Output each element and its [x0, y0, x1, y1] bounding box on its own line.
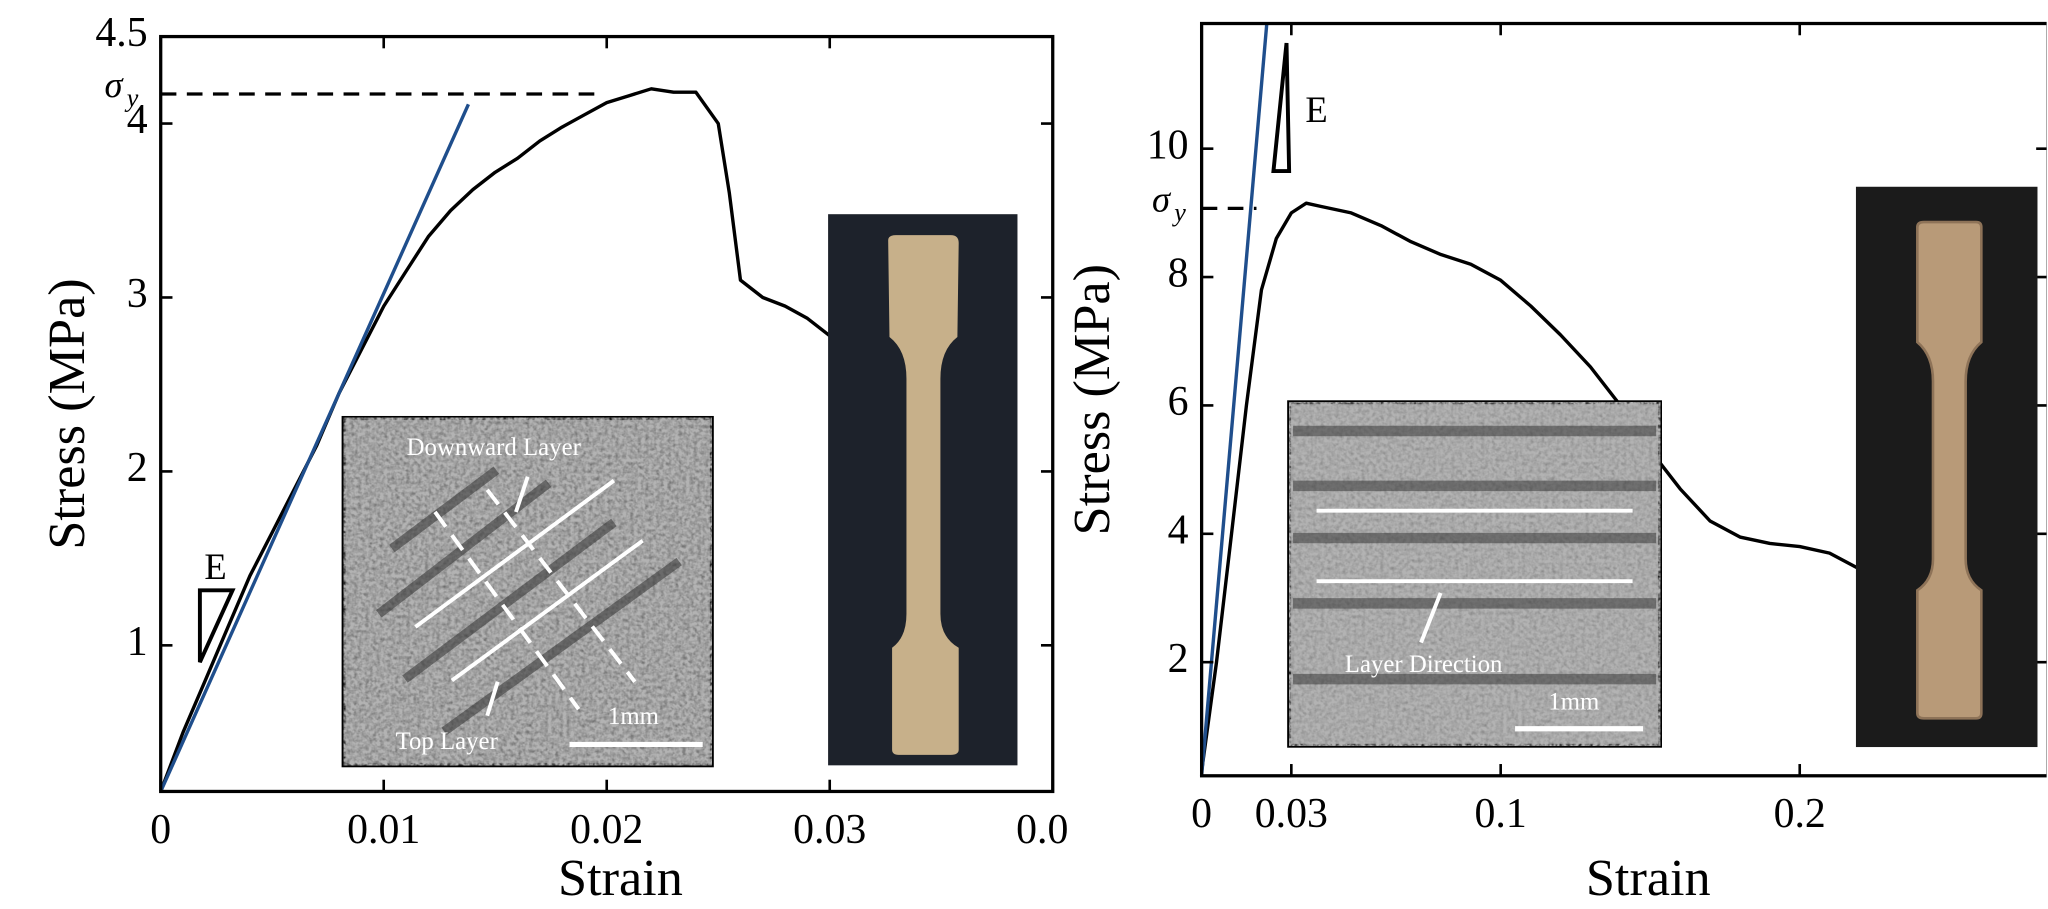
x-axis-label: Strain: [1586, 849, 1711, 907]
data-line: [1199, 201, 1876, 772]
modulus-triangle: [197, 588, 236, 663]
photo-inset-right: [1855, 186, 2038, 748]
x-tick-label: 0: [150, 807, 171, 853]
x-tick-label: 0.04: [1016, 807, 1089, 853]
sem-grooves: [1293, 425, 1657, 685]
layer-lines: [1316, 508, 1644, 732]
sem-texture: [1289, 402, 1661, 746]
data-line: [1199, 23, 1269, 776]
y-tick-label: 2: [1168, 636, 1189, 682]
x-tick-label: 0.02: [570, 807, 643, 853]
specimen: [888, 235, 959, 755]
y-tick-label: 1: [127, 619, 148, 665]
x-tick-label: 0: [1191, 791, 1212, 837]
x-axis-label: Strain: [558, 849, 683, 907]
y-axis-label: Stress (MPa): [1063, 264, 1121, 535]
yield-subscript: y: [124, 83, 139, 112]
x-tick-label: 0.2: [1774, 791, 1826, 837]
sem-inset-left: Downward Layer Top Layer 1mm: [341, 415, 714, 768]
data-line: [159, 87, 831, 793]
x-tick-label: 0.03: [1255, 791, 1328, 837]
yield-symbol: σ: [1152, 179, 1172, 220]
inset-label: Layer Direction: [1345, 651, 1503, 678]
layer-lines: [414, 476, 703, 748]
modulus-triangle: [1271, 42, 1292, 174]
y-axis-label: Stress (MPa): [38, 278, 96, 549]
x-tick-label: 0.03: [793, 807, 866, 853]
x-tick-label: 0.01: [347, 807, 420, 853]
yield-subscript: y: [1171, 198, 1186, 227]
y-tick-label: 4: [127, 97, 148, 143]
data-line: [159, 103, 470, 793]
inset-label: Downward Layer: [407, 434, 582, 461]
panel-right: 0 0.03 0.1 0.2 2 4 6 8 10 Strain Stress (MPa) σ y: [1063, 21, 2047, 907]
plot-frame: [1199, 21, 2047, 778]
inset-label: Top Layer: [396, 728, 499, 755]
x-tick-label: 0.1: [1475, 791, 1527, 837]
scale-label: 1mm: [608, 703, 659, 730]
modulus-label: E: [1305, 89, 1327, 130]
y-tick-label: 6: [1168, 379, 1189, 425]
y-tick-label: 3: [127, 271, 148, 317]
photo-inset-left: [828, 214, 1018, 766]
y-tick-label: 8: [1168, 251, 1189, 297]
specimen: [1916, 220, 1983, 720]
y-tick-label: 4: [1168, 507, 1189, 553]
sem-inset-right: Layer Direction 1mm: [1287, 400, 1662, 748]
panel-left: 0 0.01 0.02 0.03 0.04 1 2 3 4 4.5 Strain Stress (MP…: [38, 10, 1089, 907]
yield-symbol: σ: [105, 64, 125, 105]
modulus-label: E: [204, 546, 226, 587]
scale-label: 1mm: [1548, 689, 1599, 716]
y-tick-label: 4.5: [95, 10, 147, 56]
y-tick-label: 10: [1147, 122, 1189, 168]
y-tick-label: 2: [127, 445, 148, 491]
